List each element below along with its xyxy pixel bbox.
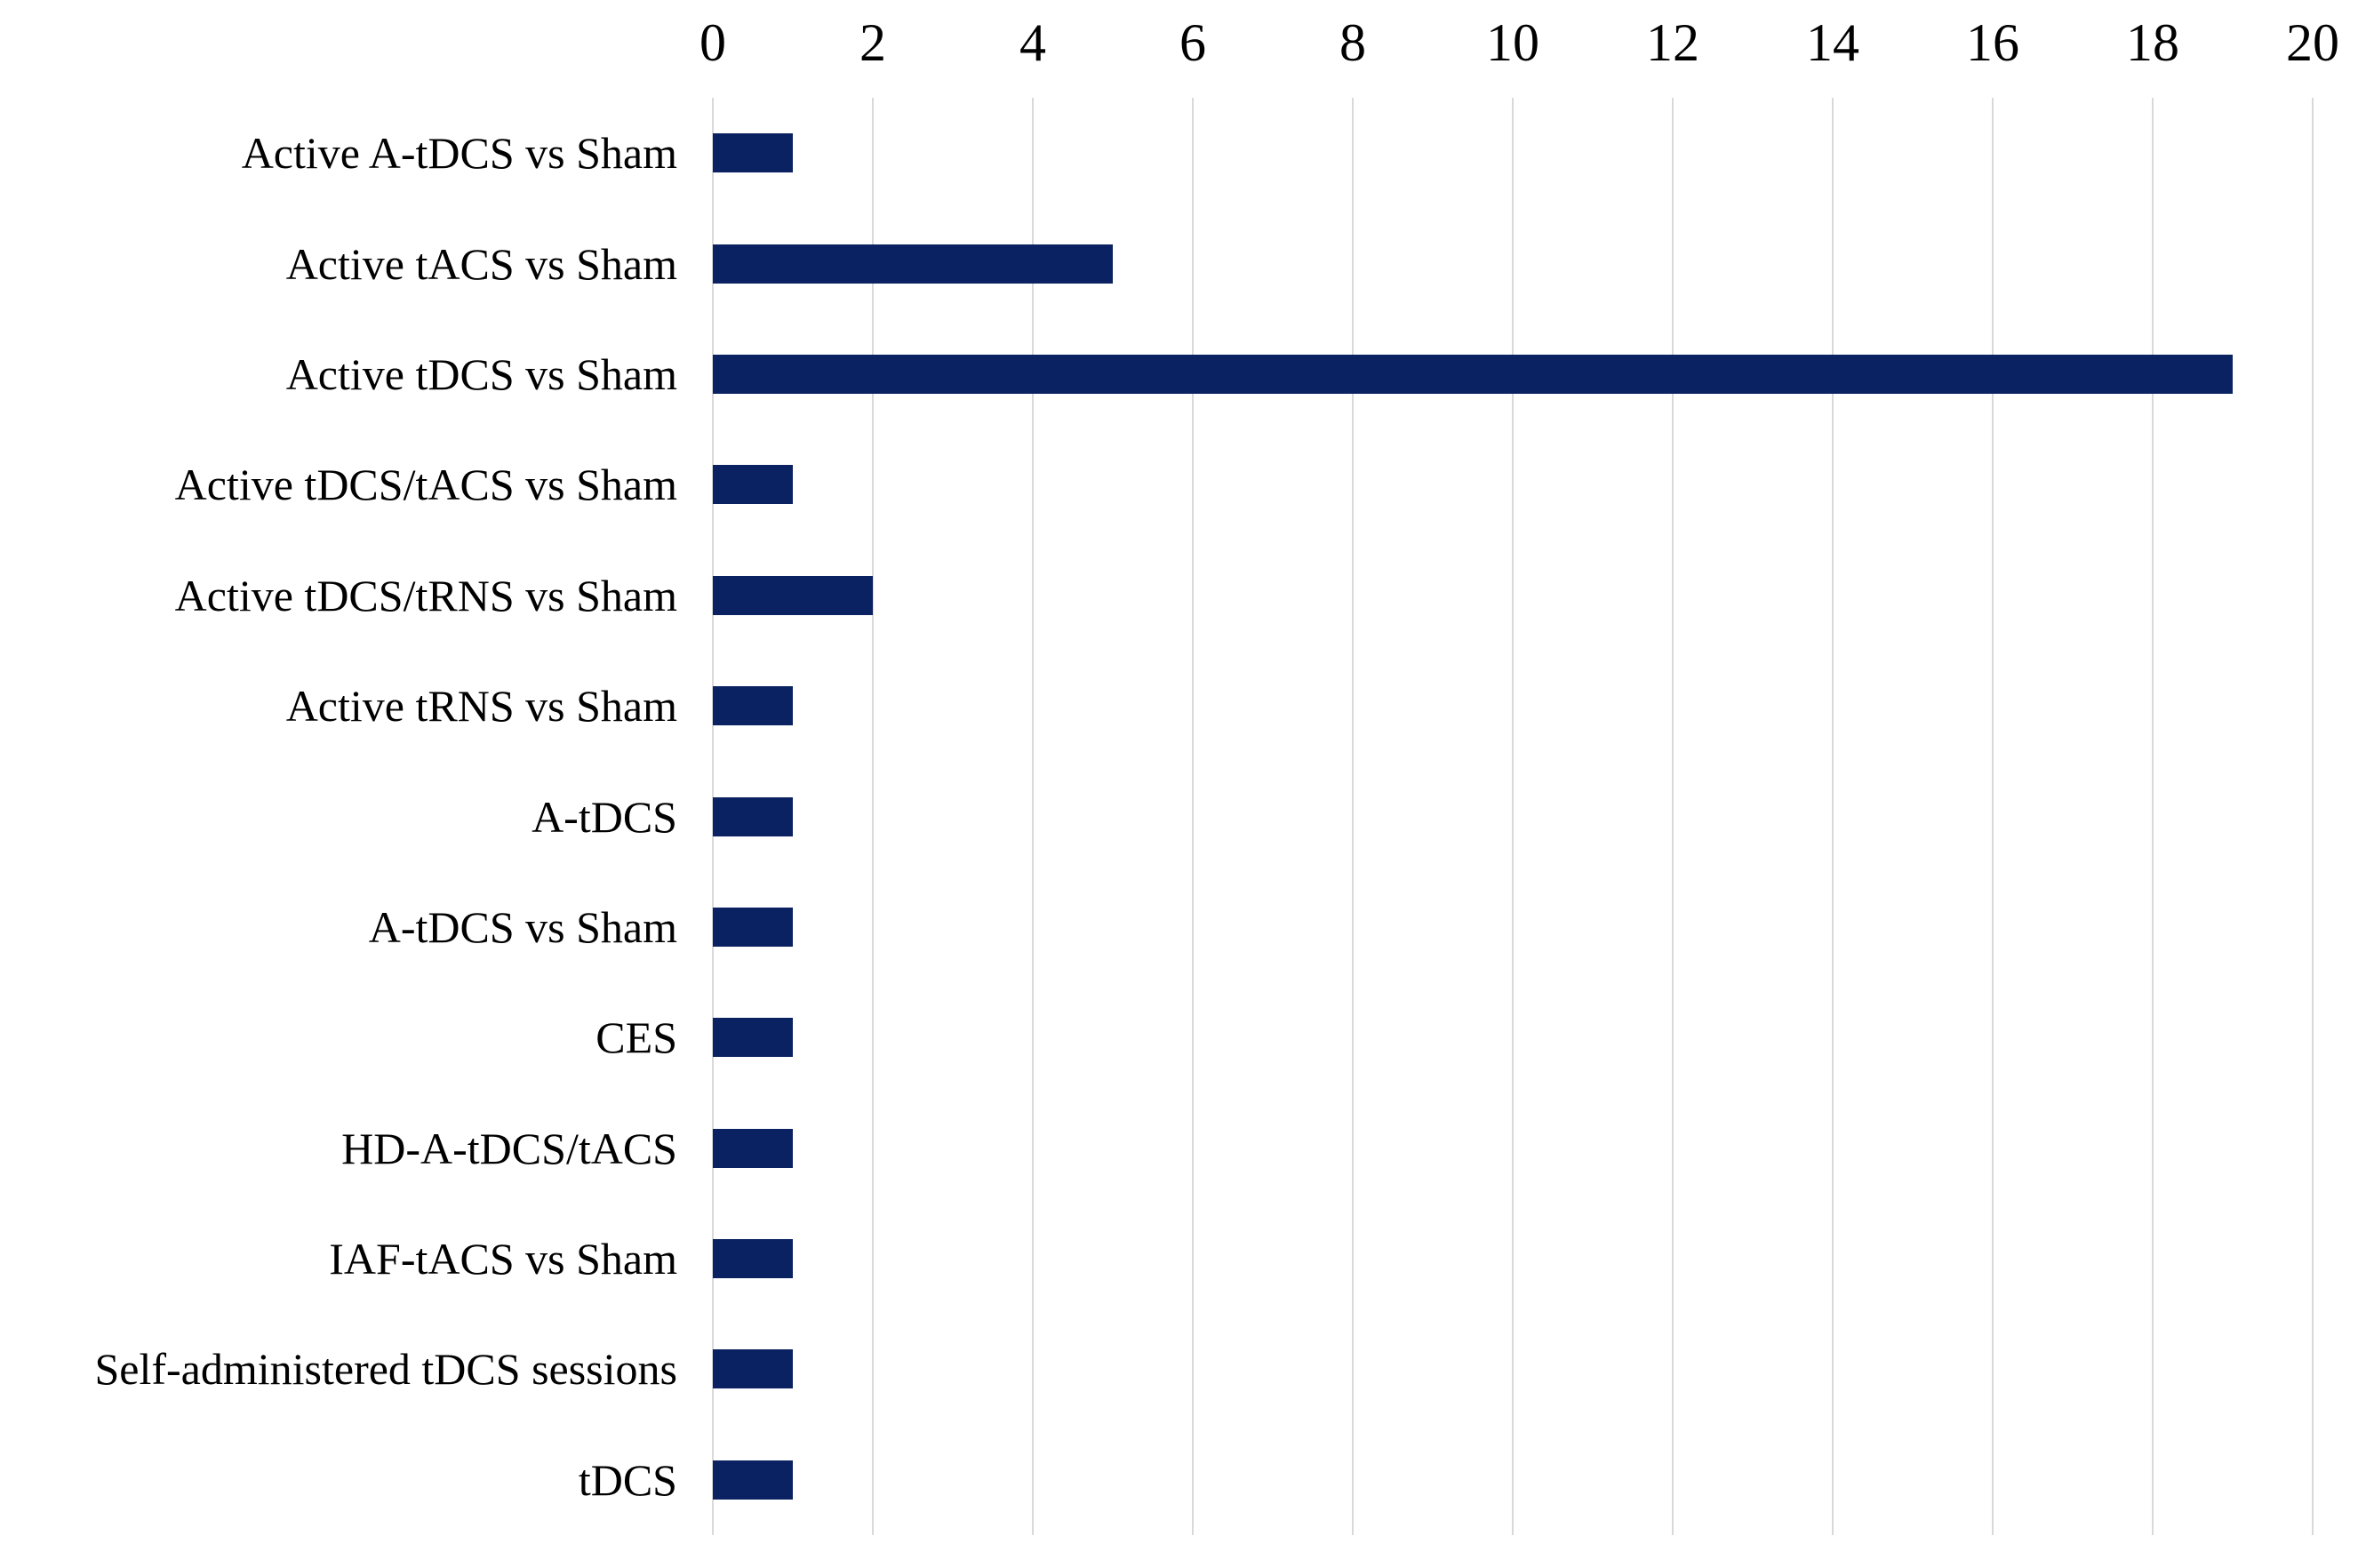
category-label: IAF-tACS vs Sham [329,1234,677,1284]
gridline [1192,98,1194,1535]
x-tick-label: 4 [1019,13,1046,72]
x-tick-label: 12 [1646,13,1699,72]
bar [713,686,793,726]
x-tick-label: 14 [1806,13,1859,72]
x-tick-label: 10 [1486,13,1539,72]
x-tick-label: 2 [859,13,886,72]
category-label: Active tDCS/tRNS vs Sham [174,570,677,620]
gridline [2152,98,2154,1535]
x-tick-label: 8 [1339,13,1366,72]
bar [713,133,793,173]
category-label: CES [595,1012,677,1063]
bar [713,1018,793,1058]
bar [713,465,793,505]
x-tick-label: 20 [2286,13,2339,72]
bar [713,244,1113,284]
bar [713,1460,793,1500]
gridline [2312,98,2314,1535]
category-label: HD-A-tDCS/tACS [341,1123,677,1173]
bar [713,1239,793,1279]
category-label: tDCS [578,1454,677,1505]
gridline [1512,98,1514,1535]
category-label: Active tDCS/tACS vs Sham [174,460,677,510]
category-label: Active tDCS vs Sham [285,348,677,399]
bar [713,1128,793,1168]
bar [713,907,793,947]
x-tick-label: 16 [1966,13,2019,72]
gridline [1672,98,1674,1535]
bar [713,575,873,615]
gridline [1992,98,1994,1535]
bar [713,796,793,836]
x-tick-label: 0 [699,13,726,72]
x-tick-label: 6 [1179,13,1206,72]
gridline [1032,98,1034,1535]
category-label: Active A-tDCS vs Sham [241,128,677,179]
category-label: Active tRNS vs Sham [285,681,677,732]
bar [713,1349,793,1389]
gridline [872,98,874,1535]
bar [713,354,2233,394]
gridline [1352,98,1354,1535]
gridline [1832,98,1834,1535]
category-label: A-tDCS [532,791,677,842]
category-label: A-tDCS vs Sham [368,901,677,952]
category-label: Self-administered tDCS sessions [94,1344,677,1395]
category-label: Active tACS vs Sham [285,238,677,289]
x-tick-label: 18 [2126,13,2179,72]
